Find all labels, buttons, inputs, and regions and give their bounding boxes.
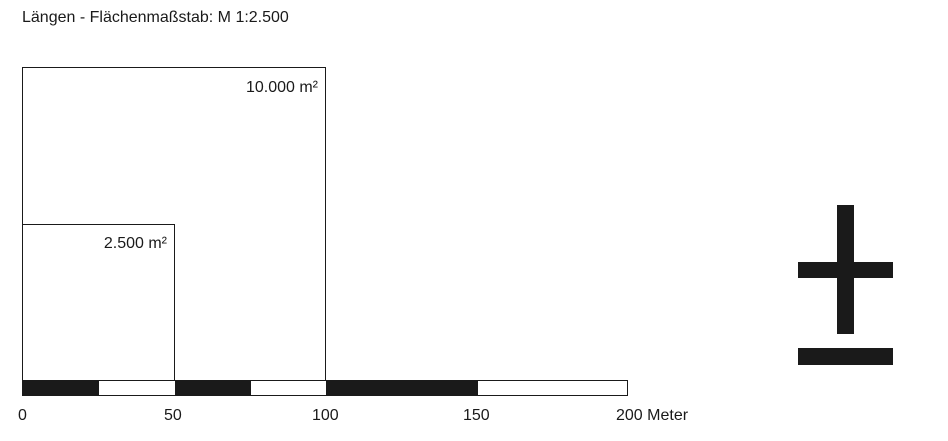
scale-title: Längen - Flächenmaßstab: M 1:2.500 <box>22 9 289 26</box>
scale-segment <box>99 381 175 395</box>
scale-tick-label-0: 0 <box>18 407 27 424</box>
scale-segment <box>478 381 627 395</box>
scale-segment <box>326 381 478 395</box>
scale-tick-label-50: 50 <box>164 407 182 424</box>
scale-bar <box>22 380 628 396</box>
scale-segment <box>175 381 251 395</box>
area-label-large: 10.000 m² <box>245 79 318 96</box>
scale-tick-label-150: 150 <box>463 407 490 424</box>
area-label-small: 2.500 m² <box>103 235 167 252</box>
scale-tick-label-100: 100 <box>312 407 339 424</box>
scale-segment <box>23 381 99 395</box>
scale-segment <box>251 381 326 395</box>
scale-tick-label-200: 200 Meter <box>616 407 689 424</box>
area-square-small: 2.500 m² <box>22 224 175 382</box>
north-arrow-icon <box>797 205 893 367</box>
